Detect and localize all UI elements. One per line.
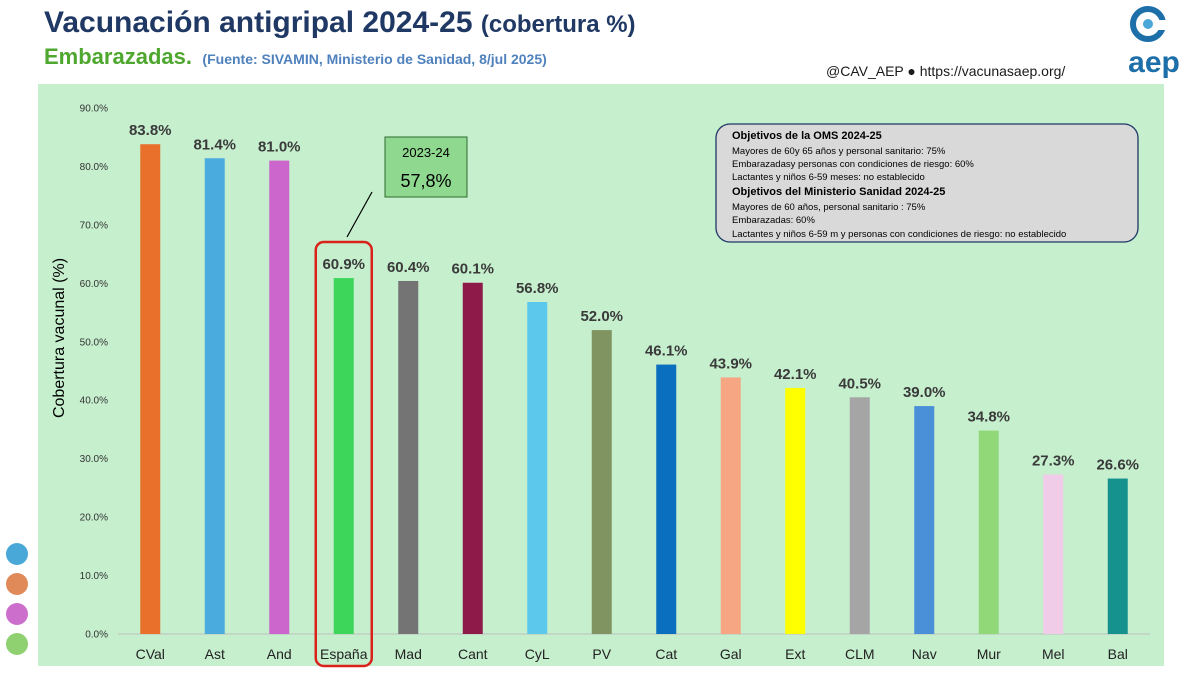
data-label: 56.8% bbox=[516, 280, 559, 297]
bar bbox=[204, 158, 225, 635]
y-tick-label: 0.0% bbox=[85, 630, 108, 641]
x-tick-label: Ext bbox=[785, 646, 805, 662]
bar bbox=[978, 430, 999, 634]
deco-dot-blue bbox=[6, 543, 28, 565]
chart-title: Vacunación antigripal 2024-25 (cobertura… bbox=[44, 6, 636, 40]
objectives-box: Objetivos de la OMS 2024-25 Mayores de 6… bbox=[715, 123, 1139, 243]
y-tick-label: 30.0% bbox=[80, 454, 108, 465]
ms-title: Objetivos del Ministerio Sanidad 2024-25 bbox=[732, 186, 945, 198]
logo-dot bbox=[1143, 19, 1153, 29]
oms-title: Objetivos de la OMS 2024-25 bbox=[732, 130, 882, 142]
y-tick-label: 40.0% bbox=[80, 396, 108, 407]
callout-box bbox=[384, 136, 468, 198]
logo-gap bbox=[1156, 20, 1170, 30]
x-tick-label: CyL bbox=[525, 646, 550, 662]
data-label: 60.4% bbox=[387, 259, 430, 276]
bar bbox=[1107, 478, 1128, 634]
x-tick-label: Nav bbox=[912, 646, 937, 662]
oms-line: Embarazadasy personas con condiciones de… bbox=[732, 159, 974, 170]
y-tick-label: 60.0% bbox=[80, 279, 108, 290]
objectives-background bbox=[715, 123, 1139, 243]
chart-subtitle: Embarazadas. (Fuente: SIVAMIN, Ministeri… bbox=[44, 44, 547, 70]
y-tick-label: 80.0% bbox=[80, 162, 108, 173]
bars bbox=[140, 144, 1128, 635]
x-tick-label: Ast bbox=[205, 646, 225, 662]
data-label: 81.4% bbox=[193, 136, 236, 153]
data-label: 60.9% bbox=[322, 256, 365, 273]
logo-text: aep bbox=[1128, 46, 1180, 78]
data-label: 39.0% bbox=[903, 384, 946, 401]
x-tick-label: Mad bbox=[395, 646, 422, 662]
callout-value: 57,8% bbox=[400, 171, 451, 191]
y-tick-label: 20.0% bbox=[80, 513, 108, 524]
highlight-box bbox=[314, 240, 373, 668]
bar bbox=[140, 144, 161, 635]
decorative-dots bbox=[6, 543, 30, 663]
x-tick-label: España bbox=[320, 646, 368, 662]
callout-pointer bbox=[346, 191, 373, 238]
bar bbox=[333, 278, 354, 634]
data-label: 34.8% bbox=[967, 409, 1010, 426]
x-tick-label: CLM bbox=[845, 646, 875, 662]
y-axis-label: Cobertura vacunal (%) bbox=[51, 258, 68, 418]
y-tick-label: 50.0% bbox=[80, 337, 108, 348]
ms-line: Embarazadas: 60% bbox=[732, 215, 815, 226]
x-tick-label: PV bbox=[592, 646, 611, 662]
oms-line: Lactantes y niños 6-59 meses: no estable… bbox=[732, 172, 925, 183]
bar bbox=[849, 397, 870, 634]
data-label: 52.0% bbox=[580, 308, 623, 325]
x-tick-label: Mel bbox=[1042, 646, 1065, 662]
x-tick-label: Cat bbox=[655, 646, 677, 662]
x-tick-label: CVal bbox=[136, 646, 165, 662]
bar bbox=[591, 330, 612, 634]
deco-dot-orange bbox=[6, 573, 28, 595]
bar bbox=[720, 377, 741, 634]
callout-label: 2023-24 bbox=[402, 145, 450, 160]
data-label: 26.6% bbox=[1096, 457, 1139, 474]
data-labels: 83.8% 81.4% 81.0% 60.9% 60.4% 60.1% 56.8% 52.0%… bbox=[129, 122, 1139, 473]
x-tick-label: Mur bbox=[977, 646, 1001, 662]
oms-line: Mayores de 60y 65 años y personal sanita… bbox=[732, 146, 946, 157]
data-source: (Fuente: SIVAMIN, Ministerio de Sanidad,… bbox=[202, 51, 547, 67]
social-links: @CAV_AEP ● https://vacunasaep.org/ bbox=[826, 63, 1066, 79]
x-axis: CVal Ast And España Mad Cant CyL PV Cat Gal Ext CLM… bbox=[136, 646, 1128, 662]
title-suffix: (cobertura %) bbox=[480, 11, 636, 38]
y-tick-label: 10.0% bbox=[80, 571, 108, 582]
data-label: 40.5% bbox=[838, 375, 881, 392]
ms-line: Lactantes y niños 6-59 m y personas con … bbox=[732, 229, 1066, 240]
y-axis: 0.0% 10.0% 20.0% 30.0% 40.0% 50.0% 60.0% 70.0% 8… bbox=[80, 104, 108, 641]
x-tick-label: Bal bbox=[1108, 646, 1128, 662]
data-label: 27.3% bbox=[1032, 452, 1075, 469]
bar bbox=[1043, 474, 1064, 634]
y-tick-label: 90.0% bbox=[80, 104, 108, 115]
data-label: 42.1% bbox=[774, 366, 817, 383]
bar bbox=[656, 364, 677, 634]
bar bbox=[785, 387, 806, 634]
data-label: 83.8% bbox=[129, 122, 172, 139]
data-label: 81.0% bbox=[258, 139, 301, 156]
aep-logo: aep bbox=[1128, 6, 1180, 78]
deco-dot-purple bbox=[6, 603, 28, 625]
bar bbox=[527, 302, 548, 634]
data-label: 60.1% bbox=[451, 261, 494, 278]
x-tick-label: Gal bbox=[720, 646, 742, 662]
bar bbox=[269, 160, 290, 634]
population-group: Embarazadas. bbox=[44, 44, 192, 69]
data-label: 46.1% bbox=[645, 343, 688, 360]
bar bbox=[462, 282, 483, 634]
bar bbox=[914, 406, 935, 634]
title-text: Vacunación antigripal 2024-25 bbox=[44, 6, 473, 39]
ms-line: Mayores de 60 años, personal sanitario :… bbox=[732, 202, 926, 213]
bar bbox=[398, 280, 419, 634]
y-tick-label: 70.0% bbox=[80, 220, 108, 231]
x-tick-label: And bbox=[267, 646, 292, 662]
data-label: 43.9% bbox=[709, 355, 752, 372]
previous-season-callout: 2023-24 57,8% bbox=[384, 136, 468, 198]
x-tick-label: Cant bbox=[458, 646, 488, 662]
deco-dot-green bbox=[6, 633, 28, 655]
